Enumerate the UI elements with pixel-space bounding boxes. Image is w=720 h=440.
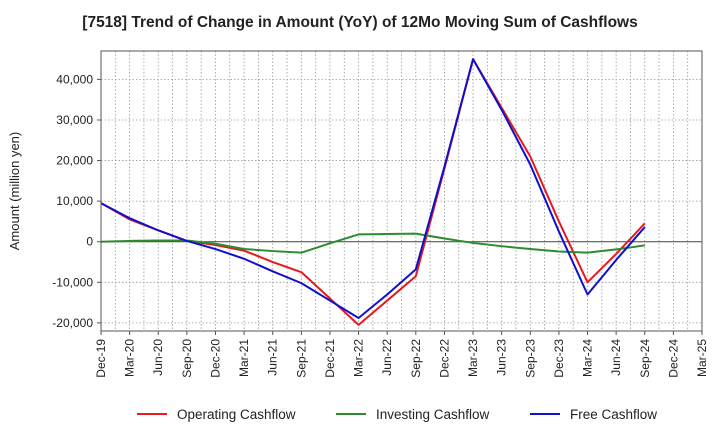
x-tick-label: Mar-22 [352, 339, 366, 377]
series-lines [100, 58, 646, 326]
series-line-investing-cashflow [100, 232, 645, 254]
x-tick-label: Sep-23 [523, 339, 537, 378]
legend-swatch-free [530, 413, 560, 415]
x-tick-label: Mar-21 [237, 339, 251, 377]
legend-item-investing: Investing Cashflow [336, 404, 489, 424]
x-tick-label: Jun-21 [266, 339, 280, 376]
x-tick-label: Jun-23 [495, 339, 509, 376]
legend-swatch-operating [137, 413, 167, 415]
x-tick-label: Mar-24 [581, 339, 595, 377]
y-tick-label: -10,000 [52, 275, 93, 289]
x-tick-label: Dec-20 [208, 339, 222, 378]
x-tick-label: Mar-20 [123, 339, 137, 377]
x-tick-label: Dec-21 [323, 339, 337, 378]
x-tick-label: Jun-22 [380, 339, 394, 376]
legend-swatch-investing [336, 413, 366, 415]
legend-label-operating: Operating Cashflow [177, 406, 296, 422]
x-tick-label: Sep-24 [638, 339, 652, 378]
y-tick-label: 20,000 [56, 154, 93, 168]
series-line-free-cashflow [100, 58, 646, 320]
y-tick-label: -20,000 [52, 316, 93, 330]
y-tick-label: 30,000 [56, 113, 93, 127]
x-tick-label: Jun-20 [151, 339, 165, 376]
x-tick-label: Sep-21 [294, 339, 308, 378]
x-tick-label: Dec-19 [94, 339, 108, 378]
legend-label-investing: Investing Cashflow [376, 406, 490, 422]
x-axis-ticks: Dec-19 Mar-20 Jun-20 Sep-20 Dec-20 Mar-21 Jun-… [94, 331, 709, 378]
x-tick-label: Sep-20 [180, 339, 194, 378]
y-tick-label: 0 [86, 235, 93, 249]
x-tick-label: Dec-24 [666, 339, 680, 378]
x-tick-label: Mar-25 [695, 339, 709, 377]
y-axis-ticks: -20,000 -10,000 0 10,000 20,000 30,000 40,000 [52, 72, 101, 330]
y-tick-label: 40,000 [56, 72, 93, 86]
chart-title: [7518] Trend of Change in Amount (YoY) o… [82, 14, 638, 31]
legend-item-operating: Operating Cashflow [137, 404, 296, 424]
x-tick-label: Jun-24 [609, 339, 623, 376]
y-tick-label: 10,000 [56, 194, 93, 208]
legend-label-free: Free Cashflow [570, 406, 658, 422]
legend-item-free: Free Cashflow [530, 404, 657, 424]
y-axis-label: Amount (million yen) [7, 132, 22, 251]
x-tick-label: Dec-22 [437, 339, 451, 378]
legend: Operating Cashflow Investing Cashflow Fr… [0, 404, 720, 424]
x-tick-label: Dec-23 [552, 339, 566, 378]
plot-frame [100, 50, 703, 332]
x-tick-label: Mar-23 [466, 339, 480, 377]
x-tick-label: Sep-22 [409, 339, 423, 378]
